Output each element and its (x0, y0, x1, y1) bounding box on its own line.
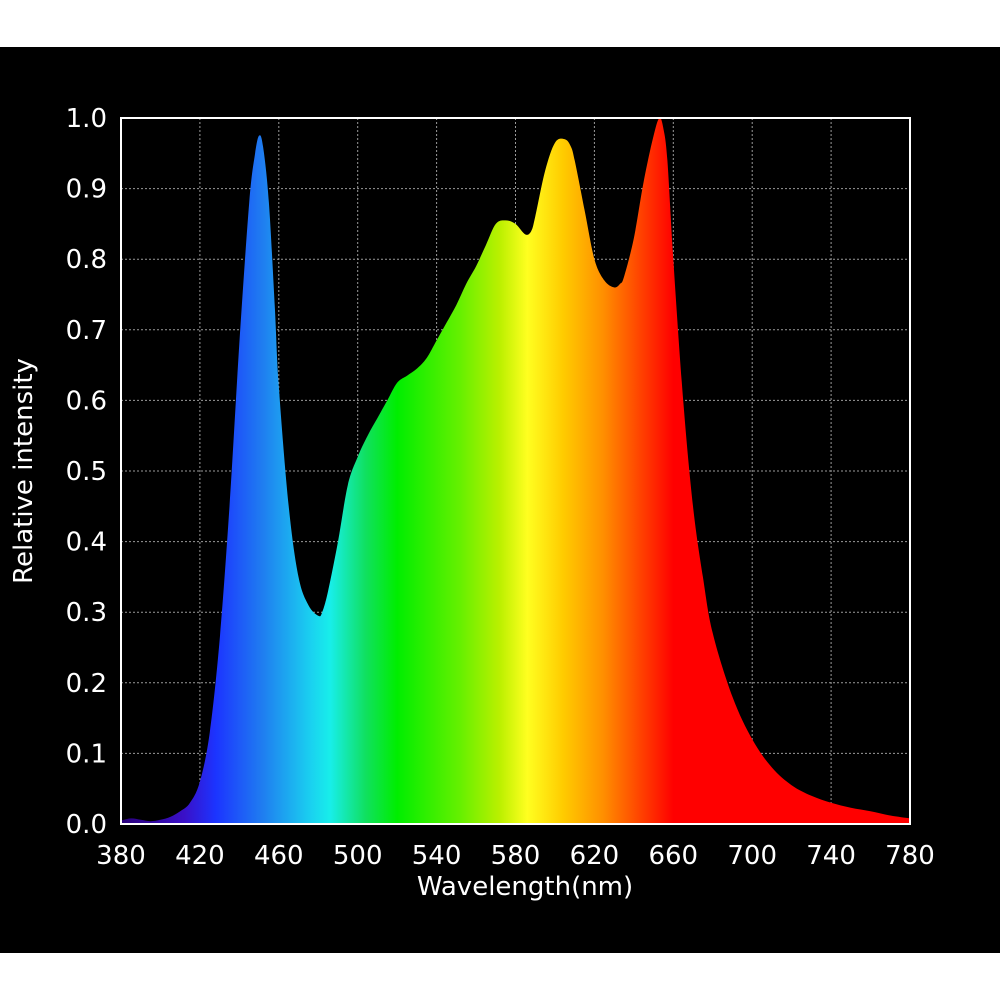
y-tick-label: 0.8 (66, 245, 107, 275)
x-tick-label: 380 (96, 841, 146, 871)
y-tick-label: 0.7 (66, 316, 107, 346)
x-tick-label: 460 (254, 841, 304, 871)
y-tick-label: 0.4 (66, 528, 107, 558)
x-tick-label: 660 (648, 841, 698, 871)
x-axis-label: Wavelength(nm) (417, 872, 633, 902)
y-axis-ticks: 0.0 0.1 0.2 0.3 0.4 0.5 0.6 0.7 0.8 0.9 1.0 (66, 104, 107, 840)
plot-frame (120, 117, 911, 825)
y-tick-label: 0.9 (66, 175, 107, 205)
x-tick-label: 580 (491, 841, 541, 871)
y-tick-label: 0.1 (66, 739, 107, 769)
x-tick-label: 740 (806, 841, 856, 871)
x-tick-label: 620 (570, 841, 620, 871)
x-tick-label: 420 (175, 841, 225, 871)
y-tick-label: 0.6 (66, 386, 107, 416)
y-tick-label: 0.2 (66, 669, 107, 699)
x-tick-label: 780 (885, 841, 935, 871)
spectrum-area (121, 117, 910, 824)
y-tick-label: 1.0 (66, 104, 107, 134)
x-tick-label: 700 (727, 841, 777, 871)
x-axis-ticks: 380 420 460 500 540 580 620 660 700 740 780 (96, 841, 935, 871)
x-tick-label: 540 (412, 841, 462, 871)
y-tick-label: 0.3 (66, 598, 107, 628)
y-tick-label: 0.0 (66, 810, 107, 840)
x-tick-label: 500 (333, 841, 383, 871)
y-tick-label: 0.5 (66, 457, 107, 487)
y-axis-label: Relative intensity (9, 358, 39, 584)
